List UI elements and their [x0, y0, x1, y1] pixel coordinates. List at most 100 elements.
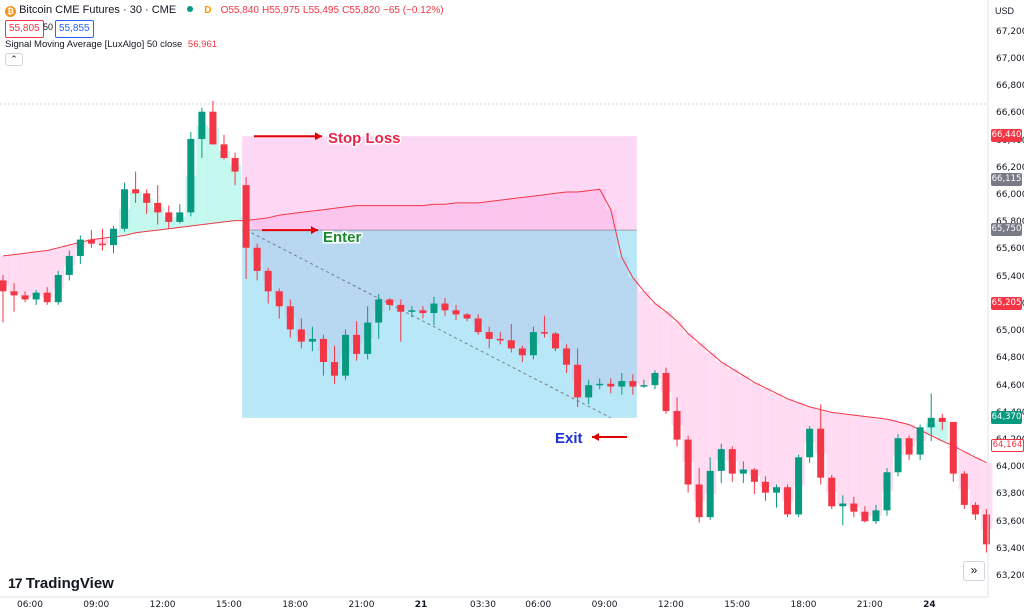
symbol-title[interactable]: Bitcoin CME Futures · 30 · CME [19, 4, 177, 16]
enter-arrow-head [311, 226, 318, 235]
candle-body [949, 421, 957, 474]
spread-value: 50 [43, 22, 54, 32]
candle-body [0, 280, 7, 292]
candle-body [297, 329, 305, 342]
candle-body [651, 372, 659, 386]
ma-cloud-segment [859, 416, 871, 517]
candle-body [375, 299, 383, 323]
candle-body [673, 411, 681, 440]
time-tick-label: 15:00 [215, 600, 242, 610]
candle-body [231, 157, 239, 172]
ma-cloud-segment [141, 198, 153, 232]
price-tick-label: 66,200 [996, 162, 1024, 173]
price-tag-last: 64,164 [991, 438, 1024, 452]
market-flag: D [204, 5, 212, 16]
ma-cloud-segment [770, 393, 783, 490]
price-tag-entry: 65,750 [991, 223, 1022, 237]
ma-cloud-segment [759, 387, 772, 488]
ma-cloud-segment [0, 255, 10, 286]
ma-cloud-segment [8, 254, 21, 294]
candle-body [684, 439, 692, 485]
collapse-legend-button[interactable]: ⌃ [5, 53, 23, 66]
indicator-name: Signal Moving Average [LuxAlgo] 50 close [5, 39, 183, 50]
candle-body [264, 270, 272, 292]
candle-body [662, 372, 670, 412]
candle-body [10, 291, 18, 296]
candle-body [32, 292, 40, 300]
ma-cloud-segment [715, 362, 728, 460]
buy-price-button[interactable]: 55,855 [55, 20, 94, 38]
candle-body [629, 381, 637, 387]
price-tick-label: 64,600 [996, 380, 1024, 391]
candle-body [507, 340, 515, 349]
ma-cloud-segment [848, 415, 860, 508]
price-tick-label: 65,000 [996, 326, 1024, 337]
candle-body [817, 428, 825, 478]
ma-cloud-segment [41, 250, 54, 298]
time-tick-label: 21 [414, 600, 428, 610]
ma-cloud-segment [704, 352, 717, 495]
ma-cloud-segment [936, 419, 949, 441]
price-tick-label: 65,800 [996, 217, 1024, 227]
candle-body [331, 362, 338, 376]
price-tick-label: 66,600 [996, 108, 1024, 119]
candle-body [485, 332, 493, 339]
scroll-to-realtime-button[interactable]: » [963, 561, 985, 581]
candle-body [220, 144, 228, 158]
target-zone [242, 230, 637, 418]
ma-cloud-segment [218, 151, 231, 222]
candle-body [916, 427, 924, 455]
ma-cloud-segment [881, 419, 894, 492]
stop-loss-label: Stop Loss [328, 130, 401, 147]
moving-average-line [2, 188, 987, 464]
ma-cloud-segment [649, 303, 661, 380]
ma-cloud-segment [804, 406, 816, 443]
candle-body [76, 239, 84, 256]
time-tick-label: 06:00 [525, 600, 552, 610]
price-tag-ma: 65,205 [991, 297, 1022, 311]
candle-body [618, 381, 626, 387]
indicator-legend[interactable]: Signal Moving Average [LuxAlgo] 50 close… [5, 39, 217, 50]
candle-body [54, 274, 62, 303]
candle-body [319, 338, 327, 363]
ma-cloud-segment [737, 375, 750, 472]
candle-body [529, 332, 537, 356]
candle-body [110, 228, 117, 246]
candle-body [773, 487, 780, 493]
candle-body [706, 470, 714, 518]
candle-body [552, 333, 559, 349]
price-tick-label: 66,800 [996, 81, 1024, 92]
candle-body [65, 255, 73, 275]
candle-body [463, 314, 471, 319]
candle-body [364, 322, 372, 354]
candle-body [121, 189, 129, 229]
candle-body [761, 481, 769, 493]
candle-body [717, 449, 725, 471]
candle-body [242, 185, 250, 248]
price-tick-label: 63,800 [996, 489, 1024, 500]
currency-label[interactable]: USD [995, 6, 1015, 16]
candle-body [850, 503, 858, 512]
exit-label: Exit [555, 430, 583, 447]
symbol-header: ₿ Bitcoin CME Futures · 30 · CME D O55,8… [5, 4, 444, 17]
candle-body [87, 239, 95, 244]
candle-body [474, 318, 482, 333]
ma-cloud-segment [52, 247, 65, 289]
price-tick-label: 65,600 [996, 244, 1024, 255]
candle-body [938, 417, 946, 422]
ma-cloud-segment [748, 382, 761, 476]
candle-body [795, 457, 803, 515]
candle-body [21, 295, 29, 300]
tradingview-logo[interactable]: 17 TradingView [8, 575, 114, 592]
candle-body [430, 303, 438, 314]
candle-body [253, 247, 261, 271]
ma-cloud-segment [826, 412, 838, 492]
time-tick-label: 12:00 [657, 600, 684, 610]
time-tick-label: 12:00 [149, 600, 176, 610]
sell-price-button[interactable]: 55,805 [5, 20, 44, 38]
ma-cloud-segment [671, 321, 684, 426]
time-tick-label: 03:30 [470, 600, 496, 610]
candle-body [419, 310, 427, 314]
ma-cloud-segment [726, 368, 739, 462]
